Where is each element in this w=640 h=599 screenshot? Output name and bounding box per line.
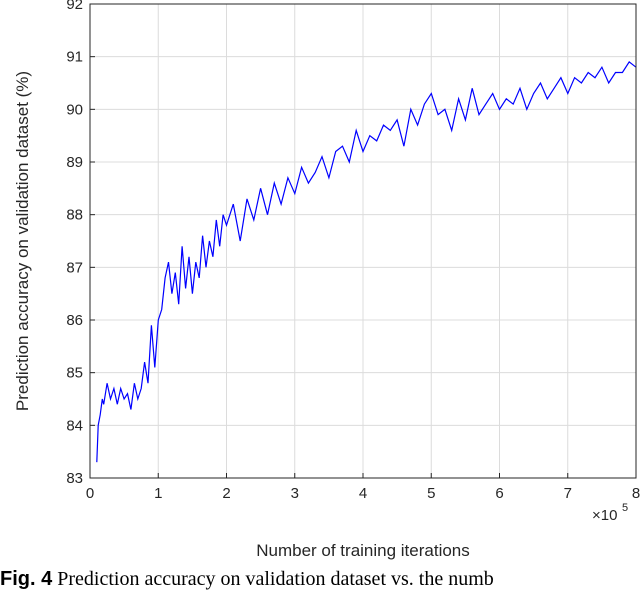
x-tick-label: 6 [495, 485, 503, 502]
x-tick-label: 5 [427, 485, 435, 502]
x-tick-label: 4 [359, 485, 367, 502]
x-tick-label: 8 [632, 485, 640, 502]
x-tick-label: 3 [291, 485, 299, 502]
y-axis-label: Prediction accuracy on validation datase… [13, 71, 32, 411]
svg-text:×10: ×10 [592, 507, 617, 524]
x-multiplier: ×10 5 [592, 502, 628, 524]
x-tick-label: 7 [564, 485, 572, 502]
x-tick-label: 0 [86, 485, 94, 502]
x-tick-label: 1 [154, 485, 162, 502]
y-tick-label: 87 [66, 259, 83, 276]
y-tick-label: 86 [66, 312, 83, 329]
caption-text: Prediction accuracy on validation datase… [57, 568, 494, 590]
x-tick-labels: 0 1 2 3 4 5 6 7 8 [86, 485, 640, 502]
y-tick-label: 85 [66, 365, 83, 382]
y-tick-label: 92 [66, 0, 83, 13]
x-axis-label: Number of training iterations [256, 541, 470, 560]
caption-label: Fig. 4 [0, 568, 53, 590]
plot-frame [89, 3, 637, 479]
x-tick-label: 2 [222, 485, 230, 502]
y-tick-label: 89 [66, 154, 83, 171]
chart: 0 1 2 3 4 5 6 7 8 83 84 85 86 87 88 89 90 91 92 Number of… [13, 0, 640, 560]
svg-text:5: 5 [622, 502, 628, 514]
figure-caption: Fig. 4 Prediction accuracy on validation… [0, 568, 640, 591]
y-tick-label: 83 [66, 470, 83, 487]
y-tick-label: 90 [66, 101, 83, 118]
y-tick-label: 88 [66, 207, 83, 224]
y-tick-labels: 83 84 85 86 87 88 89 90 91 92 [66, 0, 83, 487]
series-line [96, 61, 637, 463]
y-tick-label: 91 [66, 49, 83, 66]
y-tick-label: 84 [66, 417, 83, 434]
